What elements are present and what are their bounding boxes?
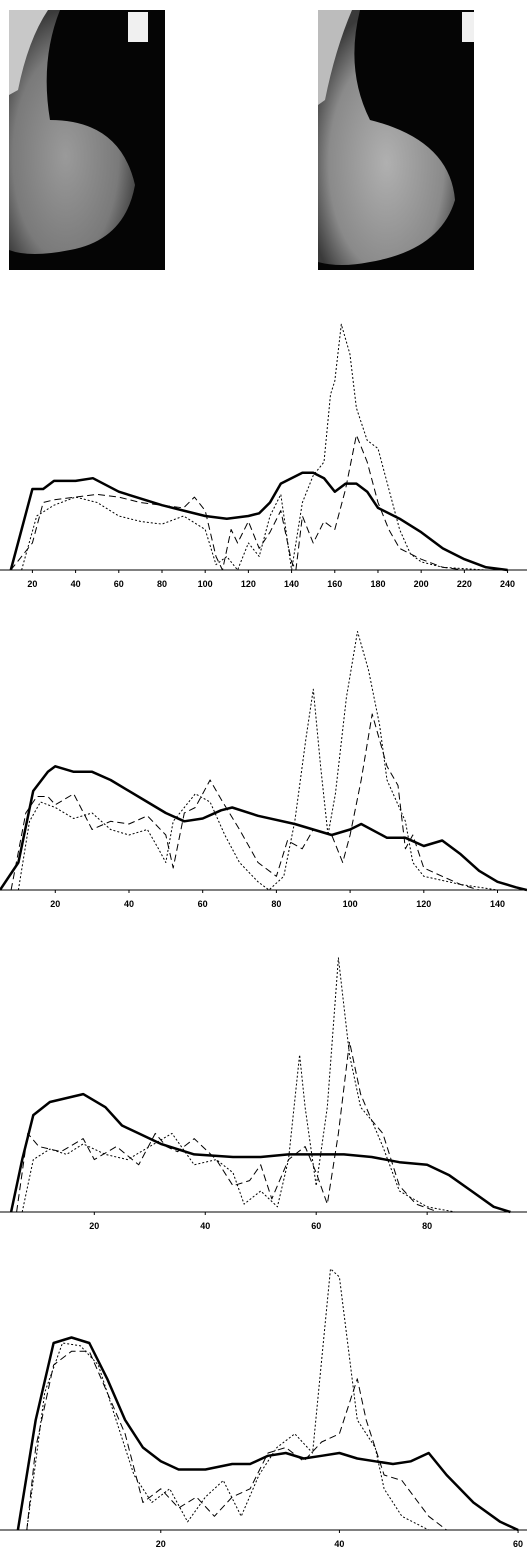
series-line	[18, 1338, 518, 1531]
x-tick-label: 100	[343, 899, 358, 909]
x-tick-label: 60	[198, 899, 208, 909]
x-tick-label: 40	[124, 899, 134, 909]
x-tick-label: 200	[414, 579, 429, 589]
x-tick-label: 120	[416, 899, 431, 909]
mammogram-left	[9, 10, 165, 270]
series-line	[27, 1269, 429, 1530]
mammogram-right	[318, 10, 474, 270]
series-line	[18, 632, 497, 891]
x-tick-label: 240	[500, 579, 515, 589]
series-line	[11, 435, 465, 570]
x-tick-label: 20	[156, 1539, 166, 1549]
x-tick-label: 80	[271, 899, 281, 909]
x-tick-label: 20	[50, 899, 60, 909]
x-tick-label: 120	[241, 579, 256, 589]
x-tick-label: 20	[89, 1221, 99, 1231]
series-line	[22, 324, 486, 570]
x-tick-label: 140	[490, 899, 505, 909]
series-line	[11, 714, 479, 890]
x-tick-label: 60	[114, 579, 124, 589]
x-tick-label: 40	[334, 1539, 344, 1549]
x-tick-label: 180	[370, 579, 385, 589]
x-tick-label: 220	[457, 579, 472, 589]
x-tick-label: 20	[27, 579, 37, 589]
x-tick-label: 80	[157, 579, 167, 589]
series-line	[0, 766, 527, 890]
x-tick-label: 40	[71, 579, 81, 589]
x-tick-label: 60	[513, 1539, 523, 1549]
series-line	[27, 1351, 447, 1530]
figure: 20 40 60 80 100 120 140 160 180 200 220 240 20 40 60 80…	[0, 0, 527, 1553]
x-tick-label: 80	[422, 1221, 432, 1231]
series-line	[22, 958, 455, 1212]
x-tick-label: 40	[200, 1221, 210, 1231]
x-tick-label: 160	[327, 579, 342, 589]
x-tick-label: 140	[284, 579, 299, 589]
page: {"chart_data": [ {"type": "line", "xlim"…	[0, 0, 527, 1558]
series-line	[11, 473, 508, 570]
series-line	[17, 1042, 439, 1212]
x-tick-label: 60	[311, 1221, 321, 1231]
series-line	[11, 1094, 510, 1212]
x-tick-label: 100	[198, 579, 213, 589]
